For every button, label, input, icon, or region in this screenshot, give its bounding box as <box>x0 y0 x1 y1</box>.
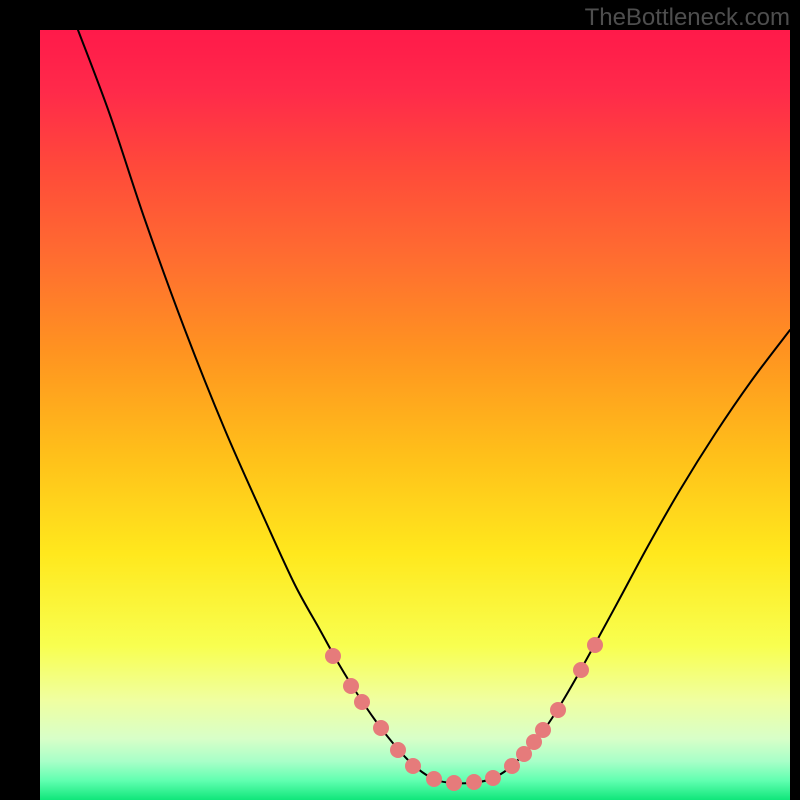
gradient-background <box>40 30 790 800</box>
watermark-text: TheBottleneck.com <box>585 4 790 32</box>
plot-area <box>40 30 790 800</box>
